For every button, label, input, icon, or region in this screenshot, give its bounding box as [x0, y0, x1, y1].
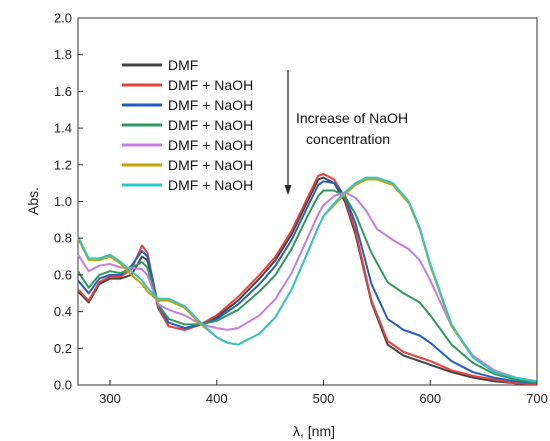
series-line-5 [77, 191, 538, 383]
x-tick-label-600: 600 [419, 391, 441, 406]
legend-label-5: DMF + NaOH [168, 137, 253, 153]
y-axis-title: Abs. [25, 187, 41, 215]
x-tick-label-400: 400 [206, 391, 228, 406]
y-tick-label-2.0: 2.0 [54, 11, 72, 26]
x-tick-label-500: 500 [313, 391, 335, 406]
annotation-line-1: Increase of NaOH [296, 110, 408, 126]
y-tick-label-0.2: 0.2 [54, 341, 72, 356]
y-tick-label-1.6: 1.6 [54, 84, 72, 99]
y-tick-label-0.8: 0.8 [54, 231, 72, 246]
legend-label-4: DMF + NaOH [168, 117, 253, 133]
y-tick-label-1.4: 1.4 [54, 121, 72, 136]
y-tick-label-0.0: 0.0 [54, 378, 72, 393]
legend-label-6: DMF + NaOH [168, 157, 253, 173]
annotation-line-2: concentration [306, 131, 390, 147]
series-line-3 [77, 180, 538, 385]
annotation-arrow-head [284, 185, 292, 195]
y-tick-label-1.8: 1.8 [54, 47, 72, 62]
series-line-4 [77, 189, 538, 385]
x-axis-title: λ, [nm] [293, 423, 335, 439]
axis-layer: 300 400 500 600 700 0.0 0.2 0.4 0.6 0.8 1.0 1.2 1.4 1… [54, 11, 548, 407]
y-tick-label-0.6: 0.6 [54, 267, 72, 282]
series-line-7 [77, 176, 538, 383]
x-tick-label-300: 300 [99, 391, 121, 406]
y-tick-label-1.2: 1.2 [54, 157, 72, 172]
legend: DMF DMF + NaOH DMF + NaOH DMF + NaOH DMF + N… [122, 57, 253, 193]
legend-label-1: DMF [168, 57, 198, 73]
series-layer [77, 173, 538, 386]
legend-label-2: DMF + NaOH [168, 77, 253, 93]
y-tick-label-0.4: 0.4 [54, 304, 72, 319]
x-tick-label-700: 700 [526, 391, 548, 406]
legend-label-7: DMF + NaOH [168, 177, 253, 193]
legend-label-3: DMF + NaOH [168, 97, 253, 113]
y-tick-label-1.0: 1.0 [54, 194, 72, 209]
